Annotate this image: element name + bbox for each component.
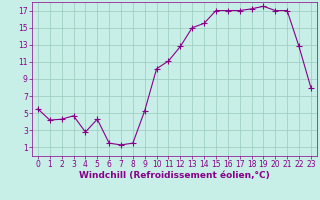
X-axis label: Windchill (Refroidissement éolien,°C): Windchill (Refroidissement éolien,°C) <box>79 171 270 180</box>
